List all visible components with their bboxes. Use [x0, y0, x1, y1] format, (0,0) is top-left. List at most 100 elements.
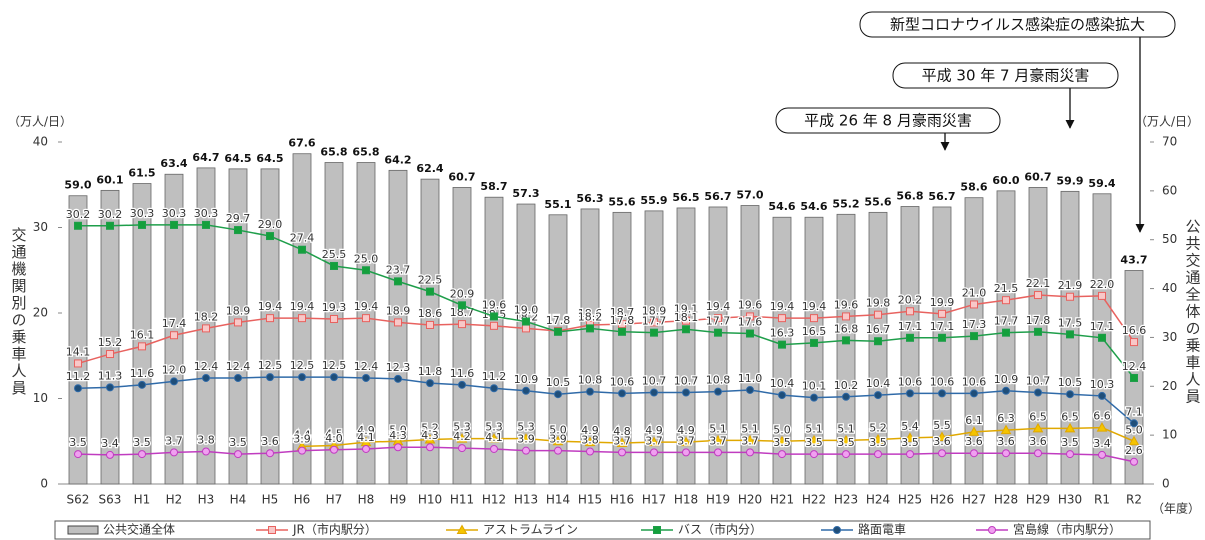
line-value-label: 3.7: [741, 434, 759, 447]
line-marker: [842, 450, 850, 459]
bar-value-label: 56.5: [672, 191, 699, 204]
line-marker: [170, 448, 178, 457]
line-value-label: 3.7: [709, 434, 727, 447]
line-value-label: 12.4: [1122, 360, 1147, 373]
bar: [932, 206, 952, 485]
line-value-label: 4.4: [293, 428, 311, 441]
line-value-label: 19.3: [322, 301, 347, 314]
y-tick-label: 40: [33, 135, 48, 149]
line-value-label: 3.6: [965, 435, 983, 448]
bar-value-label: 65.8: [352, 146, 379, 159]
bar-value-label: 55.6: [864, 195, 891, 208]
line-value-label: 10.7: [642, 375, 667, 388]
line-value-label: 4.1: [485, 431, 503, 444]
line-value-label: 3.6: [997, 435, 1015, 448]
line: [77, 294, 1135, 365]
x-tick-label: R1: [1094, 493, 1110, 507]
line-marker: [266, 232, 274, 241]
line-value-label: 12.5: [258, 359, 283, 372]
line-marker: [778, 340, 786, 349]
line-value-label: 12.4: [354, 360, 379, 373]
line-marker: [874, 391, 882, 400]
line-value-label: 3.9: [517, 433, 535, 446]
line-value-label: 19.1: [674, 303, 699, 316]
line-marker: [552, 435, 564, 446]
line-marker: [970, 389, 978, 398]
line-marker: [106, 350, 114, 359]
line-marker: [810, 314, 818, 323]
bar-value-label: 58.6: [960, 181, 987, 194]
line-value-label: 18.7: [610, 306, 635, 319]
bar-value-label: 56.8: [896, 189, 923, 202]
line-marker: [840, 434, 852, 445]
bar: [580, 208, 600, 485]
x-tick-label: H13: [514, 493, 538, 507]
line-value-label: 6.5: [1061, 410, 1079, 423]
line-value-label: 4.9: [677, 424, 695, 437]
line-value-label: 4.3: [421, 429, 439, 442]
line-marker: [1130, 338, 1138, 347]
line-value-label: 12.5: [322, 359, 347, 372]
x-tick-label: H28: [994, 493, 1018, 507]
bar: [708, 206, 728, 485]
line-marker: [74, 221, 82, 230]
y2-tick-label: 50: [1162, 232, 1177, 246]
line-value-label: 17.5: [1058, 316, 1083, 329]
line-value-label: 12.5: [290, 359, 315, 372]
line-marker: [776, 435, 788, 446]
bar: [324, 162, 344, 485]
line-value-label: 17.1: [1090, 320, 1115, 333]
line-value-label: 4.0: [325, 432, 343, 445]
line-value-label: 10.9: [514, 373, 539, 386]
line-value-label: 17.9: [546, 313, 571, 326]
line-marker: [778, 391, 786, 400]
line-value-label: 19.4: [290, 300, 315, 313]
bar: [228, 168, 248, 485]
bar: [644, 210, 664, 485]
bar-value-label: 60.7: [1024, 170, 1051, 183]
line-marker: [1066, 292, 1074, 301]
line-marker: [522, 324, 530, 333]
x-tick-label: H22: [802, 493, 826, 507]
line-value-label: 10.6: [962, 375, 987, 388]
line: [77, 446, 1135, 463]
line-value-label: 3.8: [581, 434, 599, 447]
y2-axis-title: 公共交通全体の乗車人員: [1184, 219, 1202, 406]
bar: [772, 216, 792, 485]
line-marker: [1002, 449, 1010, 458]
line-marker: [170, 220, 178, 229]
y2-tick-label: 0: [1162, 477, 1170, 491]
y2-tick-label: 10: [1162, 428, 1177, 442]
bar-value-label: 65.8: [320, 146, 347, 159]
line-value-label: 3.5: [1061, 436, 1079, 449]
x-tick-label: H21: [770, 493, 794, 507]
line-value-label: 25.5: [322, 248, 347, 261]
bar: [612, 211, 632, 485]
y-axis-title: 交通機関別の乗車人員: [10, 226, 28, 397]
line-value-label: 4.9: [581, 424, 599, 437]
bar: [260, 168, 280, 485]
line-value-label: 19.6: [482, 298, 507, 311]
line-marker: [1128, 435, 1140, 446]
bar: [452, 187, 472, 485]
line-marker: [746, 385, 754, 394]
line-value-label: 18.6: [418, 307, 443, 320]
line-marker: [138, 450, 146, 459]
line-value-label: 5.0: [549, 423, 567, 436]
line-value-label: 3.7: [613, 434, 631, 447]
bar-value-label: 61.5: [128, 167, 155, 180]
line-marker: [458, 380, 466, 389]
line-marker: [362, 314, 370, 323]
line-marker: [1002, 386, 1010, 395]
x-tick-label: H3: [198, 493, 215, 507]
line-value-label: 16.1: [130, 328, 155, 341]
line-value-label: 6.1: [965, 414, 983, 427]
line-value-label: 5.1: [709, 422, 727, 435]
line-value-label: 21.0: [962, 286, 987, 299]
line-marker: [266, 449, 274, 458]
bar-value-label: 56.7: [704, 190, 731, 203]
legend-marker: [653, 526, 661, 534]
line-marker: [1130, 457, 1138, 466]
x-axis-title: （年度）: [1152, 501, 1200, 516]
bar: [740, 205, 760, 485]
